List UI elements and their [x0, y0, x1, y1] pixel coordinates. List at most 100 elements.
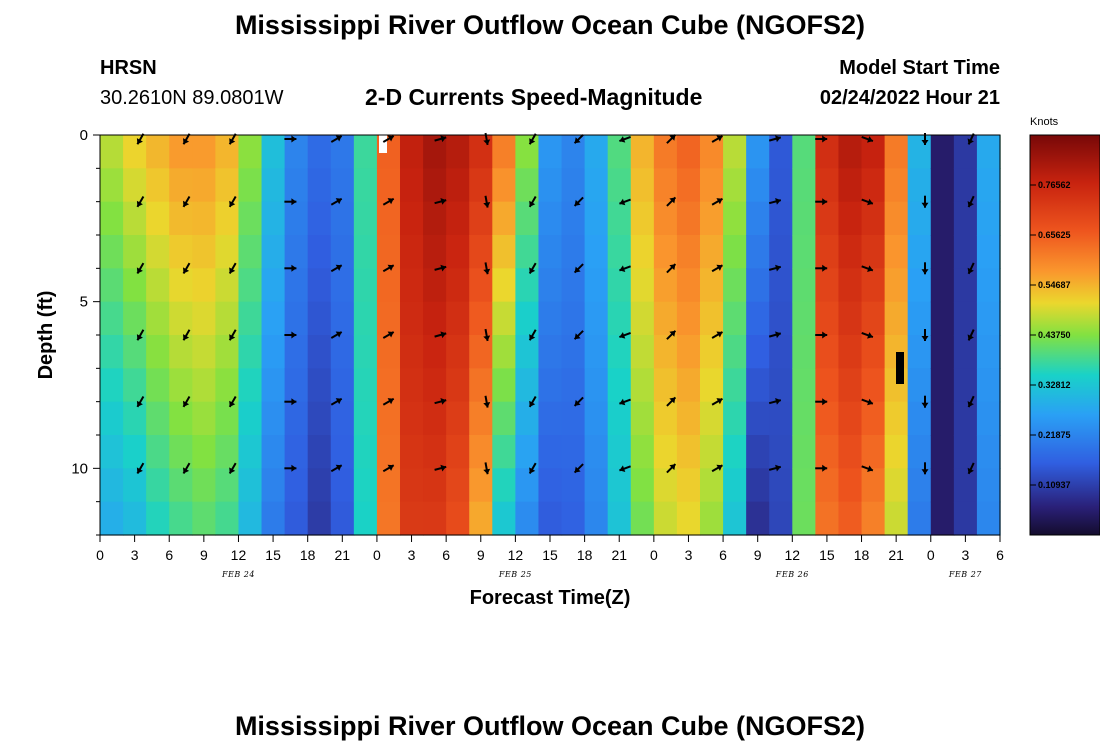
- heat-cell: [376, 501, 401, 536]
- current-vector: [861, 265, 874, 272]
- heat-cell: [584, 268, 609, 303]
- heat-cell: [815, 501, 840, 536]
- current-vector: [573, 463, 584, 474]
- heat-cell: [446, 168, 470, 203]
- heat-cell: [538, 268, 563, 303]
- heat-cell: [653, 435, 678, 469]
- y-tick-label: 10: [71, 460, 88, 477]
- heat-cell: [746, 501, 770, 536]
- heat-cell: [146, 401, 170, 436]
- heat-cell: [607, 335, 632, 369]
- current-vector: [711, 197, 723, 206]
- plot-subtitle: 2-D Currents Speed-Magnitude: [365, 84, 703, 110]
- heat-cell: [423, 235, 447, 269]
- y-tick-label: 0: [80, 127, 88, 144]
- heat-cell: [838, 235, 863, 269]
- x-tick-label: 3: [131, 547, 139, 563]
- heat-cell: [330, 268, 355, 303]
- current-vector: [483, 262, 491, 275]
- heat-cell: [676, 468, 701, 503]
- heat-cell: [561, 401, 586, 436]
- heat-cell: [630, 135, 655, 169]
- current-vector: [528, 133, 537, 145]
- heat-cell: [538, 135, 563, 169]
- x-tick-label: 18: [577, 547, 593, 563]
- current-vector: [382, 464, 395, 473]
- heat-cell: [676, 401, 701, 436]
- model-start-value: 02/24/2022 Hour 21: [819, 87, 1000, 109]
- heat-cell: [515, 235, 540, 269]
- colorbar-tick-label: 0.54687: [1038, 280, 1071, 290]
- current-vector: [815, 198, 828, 206]
- heat-cell: [400, 435, 424, 469]
- heat-cell: [376, 335, 401, 369]
- heat-cell: [538, 468, 563, 503]
- current-vector: [483, 462, 491, 475]
- heat-cell: [307, 501, 332, 536]
- heat-cell: [630, 201, 655, 236]
- heat-cell: [723, 501, 747, 536]
- heat-cell: [100, 168, 124, 203]
- heat-cell: [515, 368, 540, 403]
- heat-cell: [815, 301, 840, 336]
- x-tick-label: 15: [265, 547, 281, 563]
- current-vector: [434, 135, 447, 143]
- heat-cell: [653, 301, 678, 336]
- current-speed-chart: 0 5 10 0 3 6 9 12 15 18 21 0 3 6 9 12 15 18 21 0 3 6 9 12 15 18 2…: [35, 116, 1100, 609]
- heat-cell: [515, 201, 540, 236]
- heat-cell: [446, 401, 470, 436]
- heat-cell: [192, 235, 216, 269]
- heat-cell: [100, 368, 124, 403]
- heat-cell: [815, 201, 840, 236]
- heat-cell: [584, 401, 609, 436]
- heat-cell: [238, 201, 263, 236]
- heat-cell: [169, 301, 193, 336]
- colorbar-tick-label: 0.76562: [1038, 180, 1071, 190]
- heat-cell: [723, 368, 747, 403]
- heat-cell: [653, 235, 678, 269]
- heat-cell: [838, 268, 863, 303]
- heat-cell: [330, 301, 355, 336]
- heat-cell: [746, 468, 770, 503]
- heat-cell: [746, 401, 770, 436]
- heat-cell: [561, 235, 586, 269]
- heat-cell: [976, 135, 1001, 169]
- heat-cell: [561, 135, 586, 169]
- date-label: FEB 26: [775, 570, 809, 579]
- current-vector: [921, 329, 929, 341]
- current-vector: [434, 464, 447, 472]
- current-vector: [861, 465, 874, 472]
- colorbar-tick-label: 0.32812: [1038, 380, 1071, 390]
- heat-cell: [607, 168, 632, 203]
- heat-cell: [630, 168, 655, 203]
- current-vector: [768, 135, 782, 143]
- heat-cell: [607, 501, 632, 536]
- heat-cell: [330, 135, 355, 169]
- heat-cell: [284, 268, 309, 303]
- heat-cell: [238, 335, 263, 369]
- heat-cell: [192, 201, 216, 236]
- current-vector: [483, 195, 491, 208]
- heat-cell: [723, 268, 747, 303]
- current-vector: [330, 197, 343, 206]
- heat-cell: [561, 301, 586, 336]
- x-tick-label: 21: [888, 547, 904, 563]
- date-label: FEB 27: [948, 570, 982, 579]
- heat-cell: [746, 235, 770, 269]
- heat-cell: [284, 435, 309, 469]
- colorbar-tick-label: 0.65625: [1038, 230, 1071, 240]
- heat-cell: [607, 268, 632, 303]
- heat-cell: [146, 268, 170, 303]
- heat-cell: [469, 335, 493, 369]
- heat-cell: [607, 435, 632, 469]
- heat-cell: [446, 235, 470, 269]
- current-vector: [382, 397, 395, 406]
- heat-cell: [261, 301, 286, 336]
- x-tick-label: 3: [961, 547, 969, 563]
- heat-cell: [123, 468, 147, 503]
- heat-cell: [423, 301, 447, 336]
- heat-cell: [100, 201, 124, 236]
- heat-cell: [930, 301, 955, 336]
- current-vector: [434, 264, 447, 272]
- heat-cell: [469, 301, 493, 336]
